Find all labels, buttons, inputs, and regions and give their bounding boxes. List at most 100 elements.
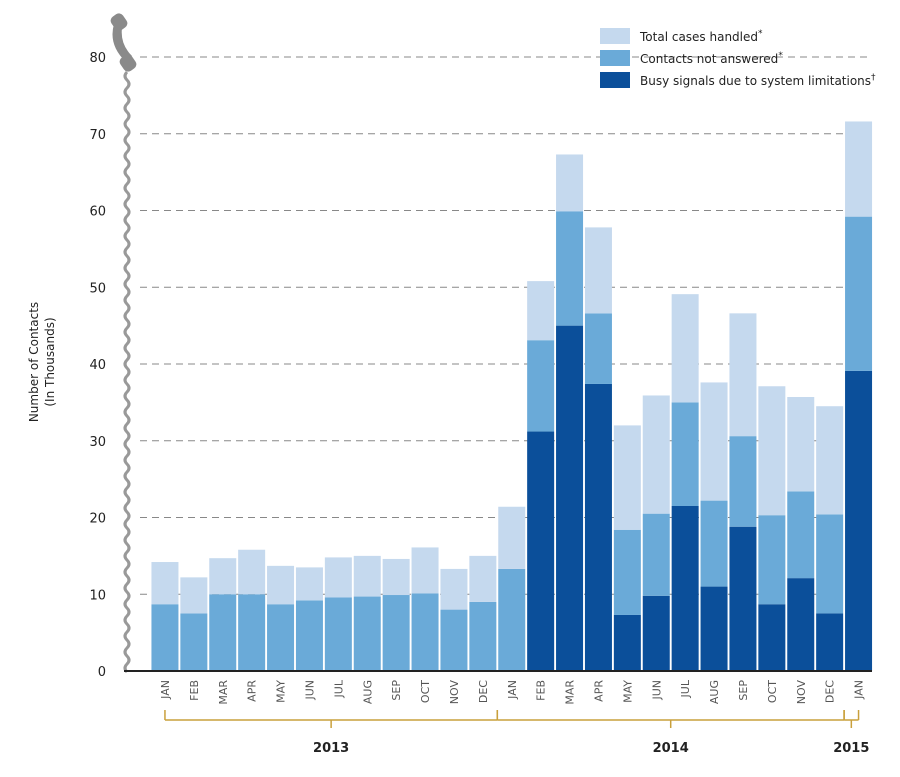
y-axis-label: Number of Contacts (In Thousands)	[27, 302, 57, 422]
bar-segment	[411, 593, 439, 671]
bar-segment	[787, 491, 815, 579]
bar-segment	[845, 121, 873, 217]
x-tick-label: JUN	[303, 680, 316, 701]
bar-segment	[180, 577, 208, 614]
x-tick-label: JUL	[679, 679, 692, 698]
bar-segment	[469, 601, 497, 671]
bar-segment	[527, 281, 555, 341]
x-tick-label: OCT	[766, 680, 779, 703]
bar-segment	[729, 436, 757, 527]
y-tick-label: 60	[89, 205, 106, 220]
x-tick-label: SEP	[390, 680, 403, 701]
bar-segment	[353, 555, 381, 597]
x-tick-label: JUL	[332, 679, 345, 698]
bar-segment	[324, 557, 352, 598]
y-axis-label-line: (In Thousands)	[43, 317, 57, 406]
bar-segment	[498, 568, 526, 671]
bar-segment	[700, 586, 728, 671]
y-tick-label: 0	[98, 665, 106, 680]
bar-segment	[295, 567, 323, 601]
bar-segment	[758, 386, 786, 516]
legend-name: Contacts not answered	[640, 52, 778, 66]
bar-segment	[238, 594, 266, 671]
y-tick-label: 20	[89, 512, 106, 527]
bar-segment	[209, 558, 237, 595]
bar-segment	[527, 431, 555, 671]
y-tick-label: 50	[89, 281, 106, 296]
x-group-label: 2013	[313, 741, 349, 756]
x-tick-label: APR	[592, 680, 605, 702]
bar-segment	[758, 604, 786, 671]
bar-segment	[324, 597, 352, 671]
bar-segment	[700, 382, 728, 501]
x-tick-label: JAN	[159, 680, 172, 700]
bar-segment	[238, 549, 266, 595]
bar-segment	[729, 313, 757, 437]
bar-segment	[845, 216, 873, 371]
legend-swatch	[600, 28, 630, 44]
bar-segment	[787, 397, 815, 492]
phone-icon	[110, 13, 137, 72]
x-tick-label: SEP	[737, 680, 750, 701]
x-tick-label: MAR	[217, 680, 230, 705]
bar-segment	[556, 325, 584, 671]
bar-segment	[267, 565, 295, 605]
bar-segment	[556, 154, 584, 212]
x-tick-label: JUN	[650, 680, 663, 701]
bar-segment	[845, 370, 873, 671]
bar-segment	[642, 595, 670, 671]
bar-segment	[613, 425, 641, 530]
bar-segment	[816, 406, 844, 515]
bar-segment	[700, 500, 728, 587]
x-tick-label: JAN	[853, 680, 866, 700]
legend-label: Busy signals due to system limitations†	[640, 73, 876, 88]
bar-segment	[816, 613, 844, 671]
x-tick-label: FEB	[535, 680, 548, 701]
bar-segment	[209, 594, 237, 671]
bar-segment	[671, 505, 699, 671]
x-tick-label: AUG	[361, 680, 374, 704]
bar-segment	[729, 526, 757, 671]
bar-segment	[816, 514, 844, 614]
legend-label: Total cases handled*	[639, 29, 763, 44]
x-tick-label: NOV	[795, 680, 808, 705]
bar-segment	[584, 227, 612, 314]
bar-segment	[180, 613, 208, 671]
bar-segment	[613, 614, 641, 671]
legend-name: Total cases handled	[639, 30, 758, 44]
bar-segment	[584, 313, 612, 384]
bar-segment	[353, 596, 381, 671]
bar-segment	[642, 513, 670, 596]
x-tick-label: OCT	[419, 680, 432, 703]
bar-segment	[151, 604, 179, 671]
bar-segment	[671, 294, 699, 403]
phone-cord	[123, 70, 131, 674]
bar-segment	[440, 568, 468, 610]
legend-label: Contacts not answered*	[640, 51, 783, 66]
bar-segment	[295, 600, 323, 671]
bar-segment	[498, 506, 526, 569]
x-group-label: 2015	[833, 741, 869, 756]
bar-segment	[527, 340, 555, 432]
legend-note: *	[758, 29, 763, 39]
x-tick-label: FEB	[188, 680, 201, 701]
legend-note: †	[871, 73, 876, 83]
x-tick-label: JAN	[506, 680, 519, 700]
bar-segment	[382, 558, 410, 596]
bar-segment	[151, 562, 179, 605]
y-tick-label: 70	[89, 128, 106, 143]
legend-name: Busy signals due to system limitations	[640, 74, 871, 88]
x-tick-label: DEC	[824, 680, 837, 703]
x-tick-label: MAR	[564, 680, 577, 705]
y-tick-label: 80	[89, 51, 106, 66]
bar-segment	[440, 609, 468, 671]
x-tick-label: NOV	[448, 680, 461, 705]
x-tick-label: MAY	[621, 680, 634, 703]
x-tick-label: AUG	[708, 680, 721, 704]
bar-segment	[469, 555, 497, 602]
bar-segment	[556, 211, 584, 326]
bar-segment	[787, 578, 815, 671]
x-group-label: 2014	[653, 741, 689, 756]
x-tick-label: APR	[246, 680, 259, 702]
